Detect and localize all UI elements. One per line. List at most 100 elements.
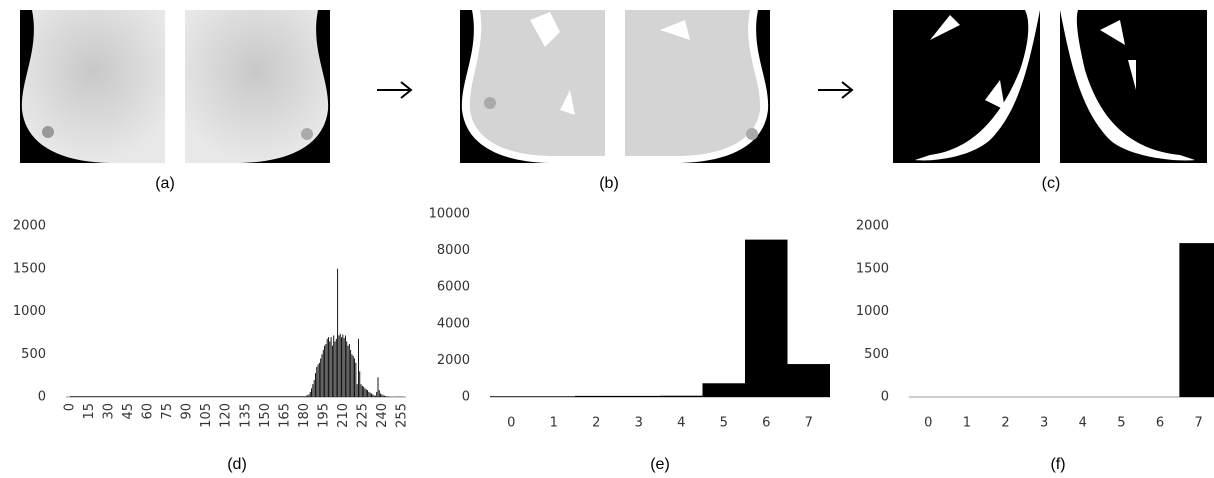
bar	[380, 393, 382, 397]
x-tick-label: 7	[805, 416, 813, 431]
x-tick-label: 0	[62, 403, 77, 411]
bar	[318, 362, 320, 397]
bar	[1179, 243, 1214, 397]
x-tick-label: 150	[258, 403, 273, 428]
image-b	[460, 10, 770, 163]
bar	[371, 393, 372, 397]
bar	[377, 377, 379, 397]
chart-caption: (f)	[1050, 456, 1065, 473]
bar	[617, 395, 660, 397]
x-tick-label: 1	[550, 416, 558, 431]
x-tick-label: 4	[1079, 416, 1087, 431]
panel-caption: (c)	[1042, 175, 1061, 192]
bar	[385, 396, 387, 397]
bar	[356, 384, 358, 397]
x-tick-label: 6	[1156, 416, 1164, 431]
x-tick-label: 120	[219, 403, 234, 428]
x-tick-label: 5	[720, 416, 728, 431]
bar	[317, 364, 319, 397]
bar	[376, 391, 378, 397]
bar	[575, 395, 618, 397]
bar	[328, 337, 329, 397]
y-tick-label: 0	[881, 390, 889, 405]
bar	[363, 386, 365, 397]
image-a	[20, 10, 330, 163]
bar	[361, 385, 363, 397]
bar	[532, 396, 575, 397]
x-tick-label: 195	[316, 403, 331, 428]
bar	[787, 364, 830, 397]
bar	[342, 334, 344, 397]
x-tick-label: 5	[1117, 416, 1125, 431]
bar	[304, 396, 306, 397]
bar	[381, 394, 383, 397]
bar	[321, 354, 323, 397]
bar	[368, 391, 370, 397]
x-tick-label: 165	[277, 403, 292, 428]
y-tick-label: 0	[462, 390, 470, 405]
bar	[354, 358, 355, 397]
bar	[326, 338, 328, 397]
x-tick-label: 0	[924, 416, 932, 431]
bar	[331, 345, 333, 397]
y-tick-label: 4000	[437, 316, 470, 331]
x-tick-label: 1	[963, 416, 971, 431]
x-tick-label: 75	[160, 403, 175, 420]
bar	[330, 337, 332, 397]
panel-caption: (a)	[155, 175, 175, 192]
bar	[329, 341, 331, 397]
bar	[382, 395, 384, 397]
bar	[360, 384, 362, 397]
bar	[378, 390, 380, 397]
x-tick-label: 4	[677, 416, 685, 431]
bar	[333, 335, 335, 397]
chart-caption: (d)	[227, 456, 247, 473]
bar	[338, 335, 340, 397]
bar	[305, 395, 307, 397]
bar	[351, 354, 353, 397]
x-tick-label: 2	[592, 416, 600, 431]
bar	[315, 373, 316, 397]
bar	[308, 394, 310, 397]
bar	[307, 395, 309, 397]
bar	[350, 349, 352, 397]
bar	[322, 349, 324, 397]
bar	[355, 362, 357, 397]
bar	[365, 389, 367, 397]
bar	[359, 371, 361, 397]
bar	[387, 396, 389, 397]
y-tick-label: 500	[864, 347, 889, 362]
y-tick-label: 2000	[856, 219, 889, 234]
y-tick-label: 1000	[13, 304, 46, 319]
bar	[369, 392, 371, 397]
bar	[364, 388, 366, 397]
y-tick-label: 2000	[13, 219, 46, 234]
bar	[367, 390, 369, 397]
bar	[343, 338, 345, 397]
bar	[324, 345, 326, 397]
bar	[346, 341, 348, 397]
bar	[316, 367, 318, 397]
x-tick-label: 210	[336, 403, 351, 428]
x-tick-label: 30	[101, 403, 116, 420]
y-tick-label: 500	[21, 347, 46, 362]
x-tick-label: 2	[1001, 416, 1009, 431]
y-tick-label: 2000	[437, 353, 470, 368]
bar	[69, 396, 305, 397]
bar	[335, 338, 337, 397]
bar	[312, 384, 314, 397]
bar	[357, 338, 359, 397]
bar	[344, 335, 346, 397]
chart-caption: (e)	[650, 456, 670, 473]
x-tick-label: 105	[199, 403, 214, 428]
x-tick-label: 240	[375, 403, 390, 428]
image-c	[893, 10, 1207, 163]
y-tick-label: 8000	[437, 243, 470, 258]
bar	[745, 239, 788, 397]
y-tick-label: 6000	[437, 280, 470, 295]
bar	[325, 343, 327, 397]
x-tick-label: 45	[121, 403, 136, 420]
bar	[702, 383, 745, 397]
